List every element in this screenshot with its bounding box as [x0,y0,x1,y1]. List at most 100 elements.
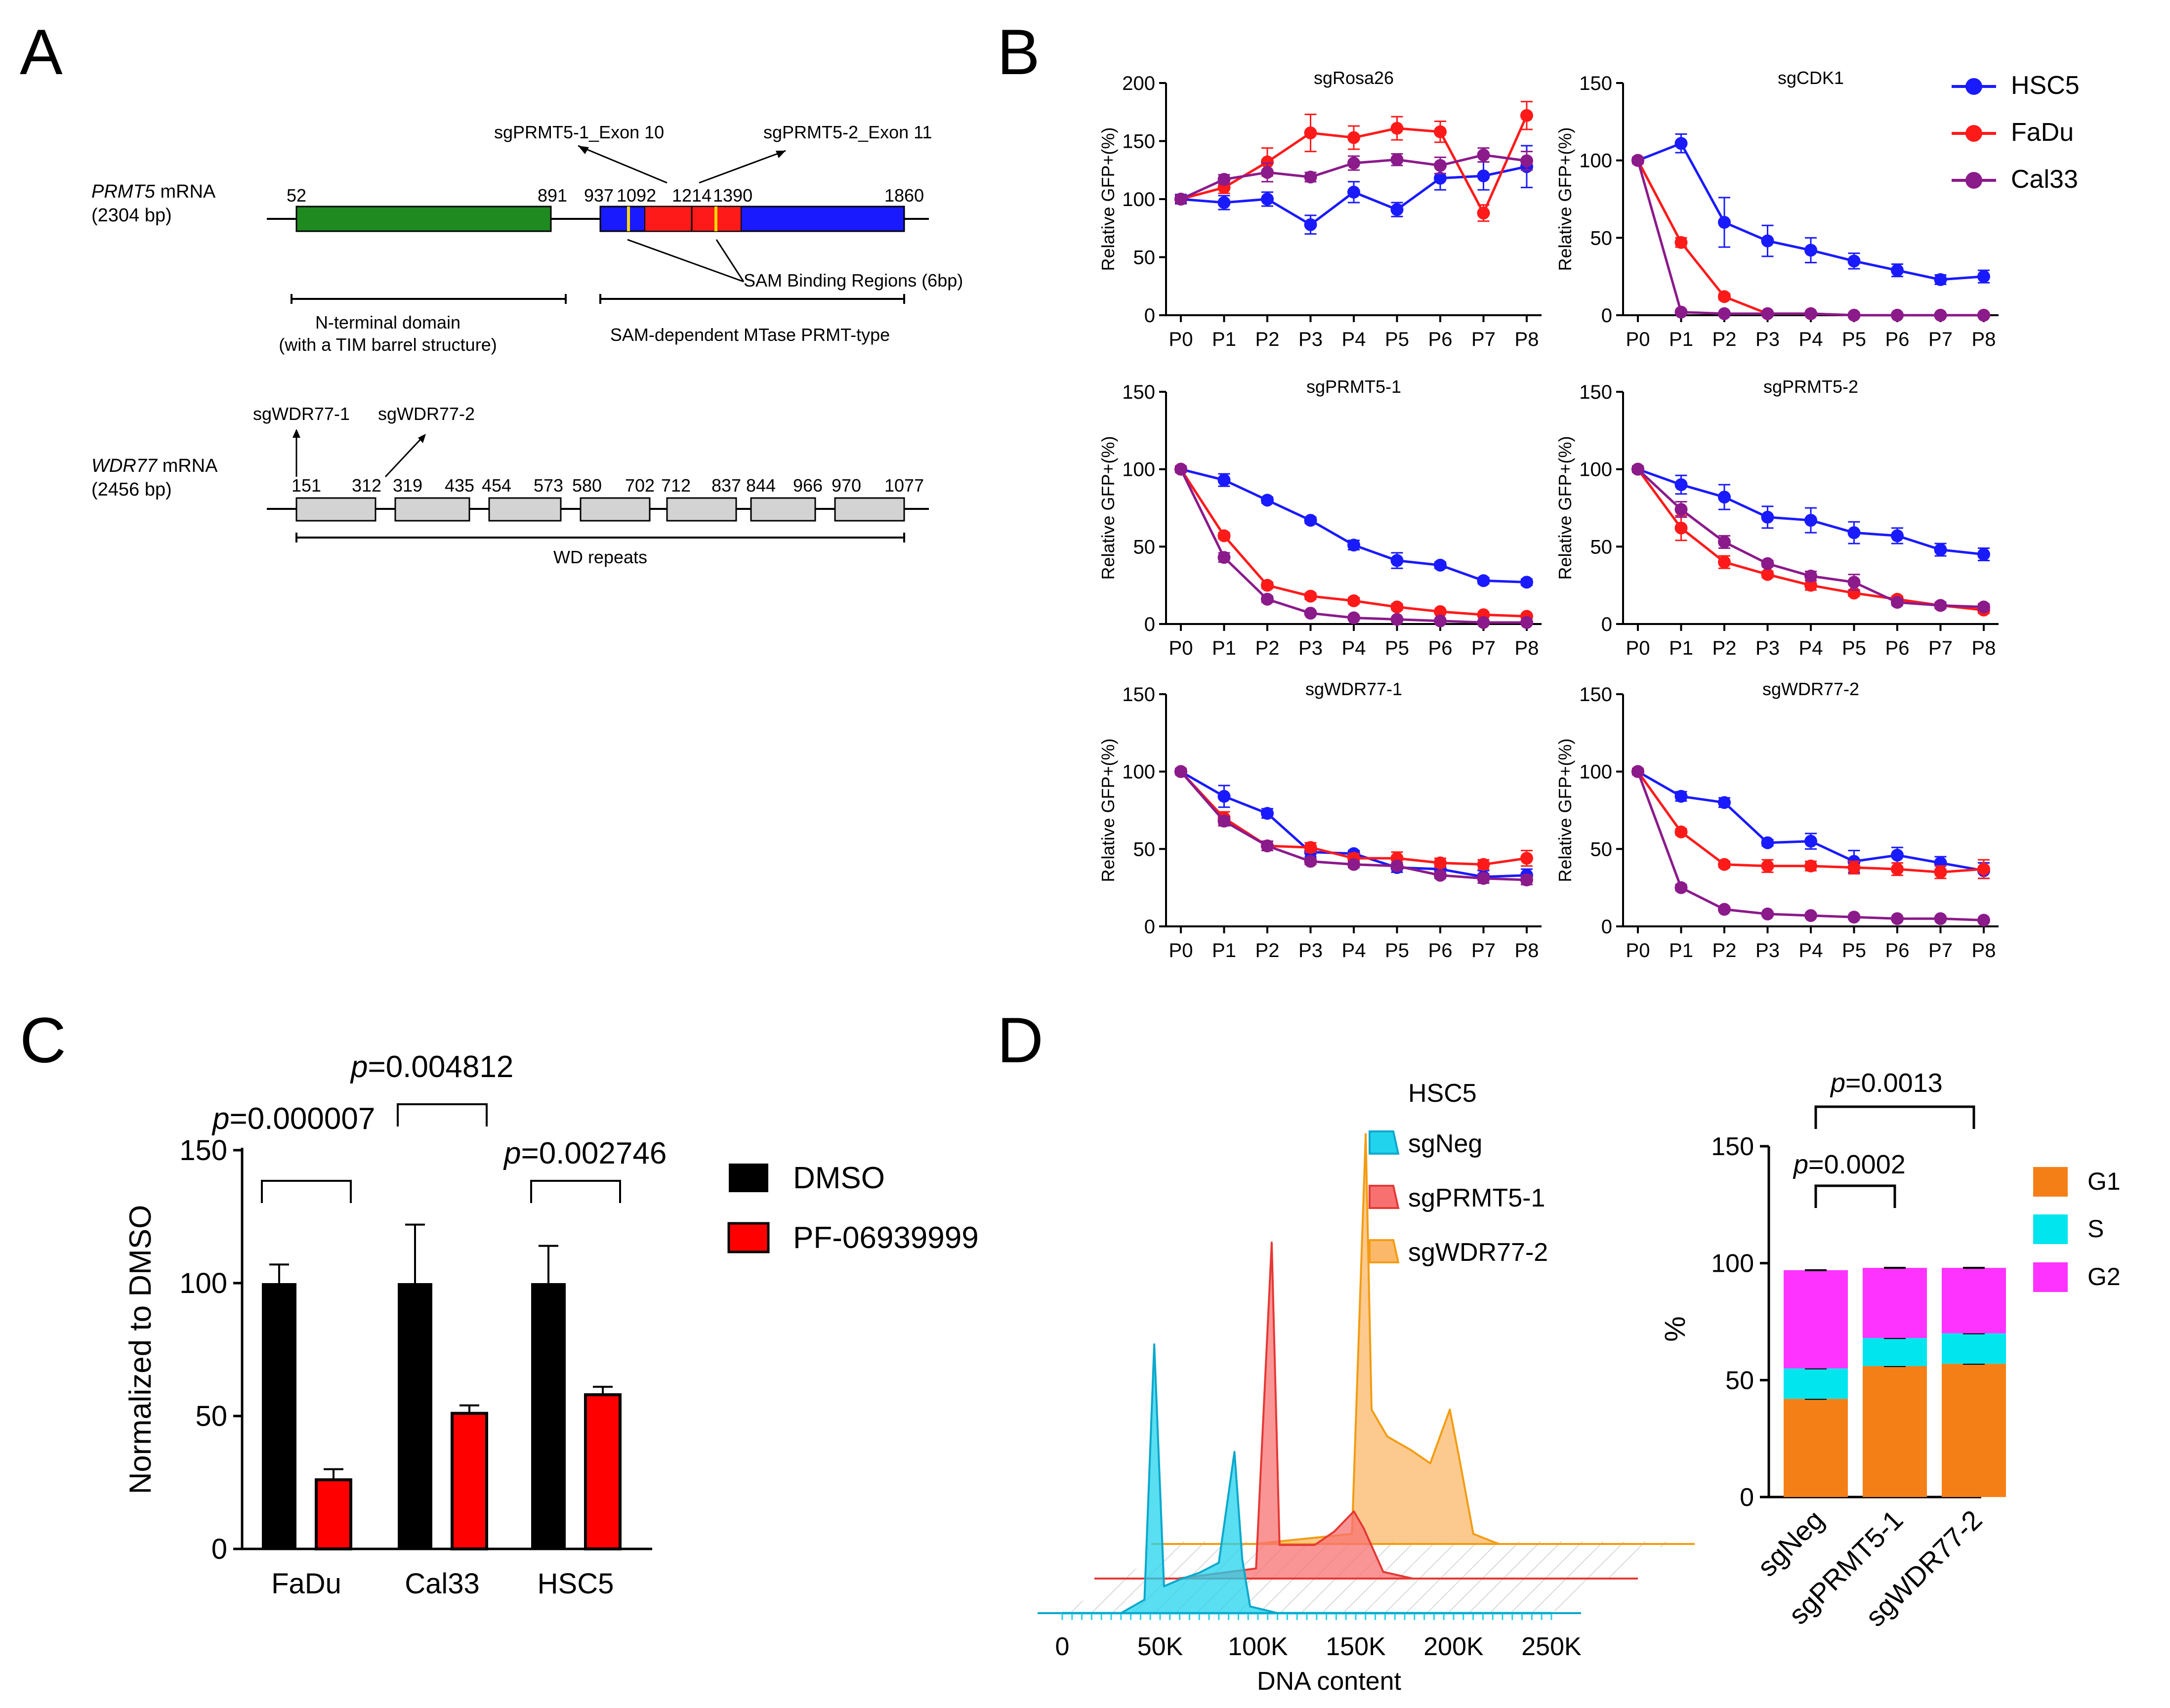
data-point-cal33 [1477,872,1490,885]
y-tick-label: 100 [1122,459,1155,481]
data-point-cal33 [1934,309,1947,322]
y-tick-label: 100 [1579,459,1612,481]
legend-g1-swatch [2033,1167,2068,1197]
x-tick-label: P3 [1755,329,1780,350]
data-point-cal33 [1434,869,1447,882]
x-tick-label: P5 [1842,637,1866,659]
data-point-fadu [1477,858,1490,871]
data-point-hsc5 [1674,478,1688,491]
panel-b-line-charts: 0 50 100 150 200 P0 P1 P2 P3 P4 P5 P6 P7 P8 sgRosa26 Re… [1098,68,1999,961]
data-point-cal33 [1174,462,1187,476]
wdr77-position-label: 970 [832,475,861,496]
legend-dmso-swatch [729,1164,768,1192]
y-tick-label: 0 [211,1533,227,1565]
p-value: 0.004812 [386,1050,514,1084]
x-tick-label: P1 [1212,637,1236,659]
data-point-fadu [1347,594,1360,607]
x-tick-label: P8 [1515,329,1539,350]
wdr77-position-label: 580 [572,475,602,496]
legend-cal33-marker [1965,172,1982,189]
data-point-hsc5 [1761,234,1774,248]
panel-label-d: D [997,1004,1043,1076]
data-point-cal33 [1631,765,1644,778]
data-point-hsc5 [1347,185,1360,199]
histogram-title: HSC5 [1408,1079,1477,1108]
data-point-cal33 [1977,600,1990,614]
wdr77-mrna-label: WDR77 mRNA [91,456,218,476]
data-point-hsc5 [1261,807,1274,820]
data-point-fadu [1520,852,1533,865]
data-point-cal33 [1977,914,1990,927]
panel-d-histogram-legend: HSC5 sgNeg sgPRMT5-1 sgWDR77-2 [1369,1079,1548,1267]
data-point-cal33 [1217,551,1231,564]
p-equals: = [1808,1150,1824,1179]
bar-dmso-cal33 [398,1283,432,1549]
subplot-title: sgWDR77-1 [1305,679,1402,699]
p-value: 0.000007 [248,1102,376,1136]
subplot-sgrosa26: 0 50 100 150 200 P0 P1 P2 P3 P4 P5 P6 P7 P8 sgRosa26 Re… [1098,68,1542,350]
data-point-cal33 [1934,599,1947,612]
y-tick-label: 0 [1601,305,1612,327]
x-tick-label: P2 [1255,637,1280,659]
p-value: 0.002746 [539,1136,667,1170]
y-tick-label: 50 [1725,1366,1754,1395]
p-equals: = [229,1102,247,1136]
significance-bracket [397,1103,488,1126]
bar-g1-segment [1784,1399,1848,1497]
data-point-hsc5 [1477,169,1490,182]
legend-dmso-label: DMSO [793,1161,885,1195]
data-point-fadu [1674,825,1688,838]
y-tick-label: 100 [1122,189,1155,210]
panel-d-histogram: 0 50K 100K 150K 200K 250K DNA content [1038,1133,1695,1696]
y-tick-label: 200 [1122,73,1155,94]
data-point-fadu [1977,863,1990,876]
y-tick-label: 0 [1601,916,1612,938]
x-tick-label: P2 [1712,637,1737,659]
legend-fadu-marker [1965,125,1982,142]
y-tick-label: 100 [1579,150,1612,172]
x-tick-label: 250K [1521,1632,1582,1661]
data-point-hsc5 [1304,514,1317,527]
prmt5-sam-pointer-2 [715,239,745,282]
x-axis-label: DNA content [1257,1667,1401,1696]
panel-c-legend: DMSO PF-06939999 [727,1161,979,1255]
legend-s-label: S [2087,1215,2104,1243]
wdr77-position-label: 312 [352,475,381,496]
subplot-title: sgCDK1 [1778,68,1844,88]
subplot-sgwdr77-1: 0 50 100 150 P0 P1 P2 P3 P4 P5 P6 P7 P8 sgWDR77-1 Rela… [1098,679,1542,961]
p-symbol: p [350,1050,368,1084]
wdr77-sg2-arrowhead-icon [418,434,426,443]
significance-bracket [261,1180,352,1203]
prmt5-n-terminal-box [295,206,552,232]
data-point-hsc5 [1718,491,1731,504]
x-tick-label: P5 [1842,329,1866,350]
legend-sgprmt5-label: sgPRMT5-1 [1408,1184,1545,1212]
subplot-title: sgWDR77-2 [1762,679,1859,699]
data-point-cal33 [1761,907,1774,920]
wdr77-position-label: 454 [482,475,511,496]
x-tick-label: P0 [1626,329,1650,350]
data-point-fadu [1674,521,1688,535]
y-tick-label: 150 [1579,684,1612,706]
prmt5-sg2-arrow [699,150,786,184]
p-symbol: p [211,1102,229,1136]
data-point-cal33 [1761,557,1774,570]
data-point-hsc5 [1977,270,1990,283]
p-symbol: p [1830,1068,1845,1098]
data-point-hsc5 [1718,796,1731,809]
significance-bracket [1814,1105,1975,1129]
x-tick-label: P8 [1972,329,1996,350]
data-point-cal33 [1174,193,1187,206]
data-point-cal33 [1631,462,1644,476]
p-symbol: p [503,1136,521,1170]
wdr77-position-label: 837 [711,475,741,496]
data-point-cal33 [1217,173,1231,186]
bar-pf-hsc5 [584,1393,622,1550]
data-point-fadu [1520,109,1533,122]
y-axis-label: Normalized to DMSO [124,1205,158,1495]
significance-bracket [1814,1184,1896,1208]
x-tick-label: P8 [1515,637,1539,659]
data-point-cal33 [1674,503,1688,516]
data-point-hsc5 [1390,203,1404,216]
y-axis-label: Relative GFP+(%) [1555,436,1575,580]
